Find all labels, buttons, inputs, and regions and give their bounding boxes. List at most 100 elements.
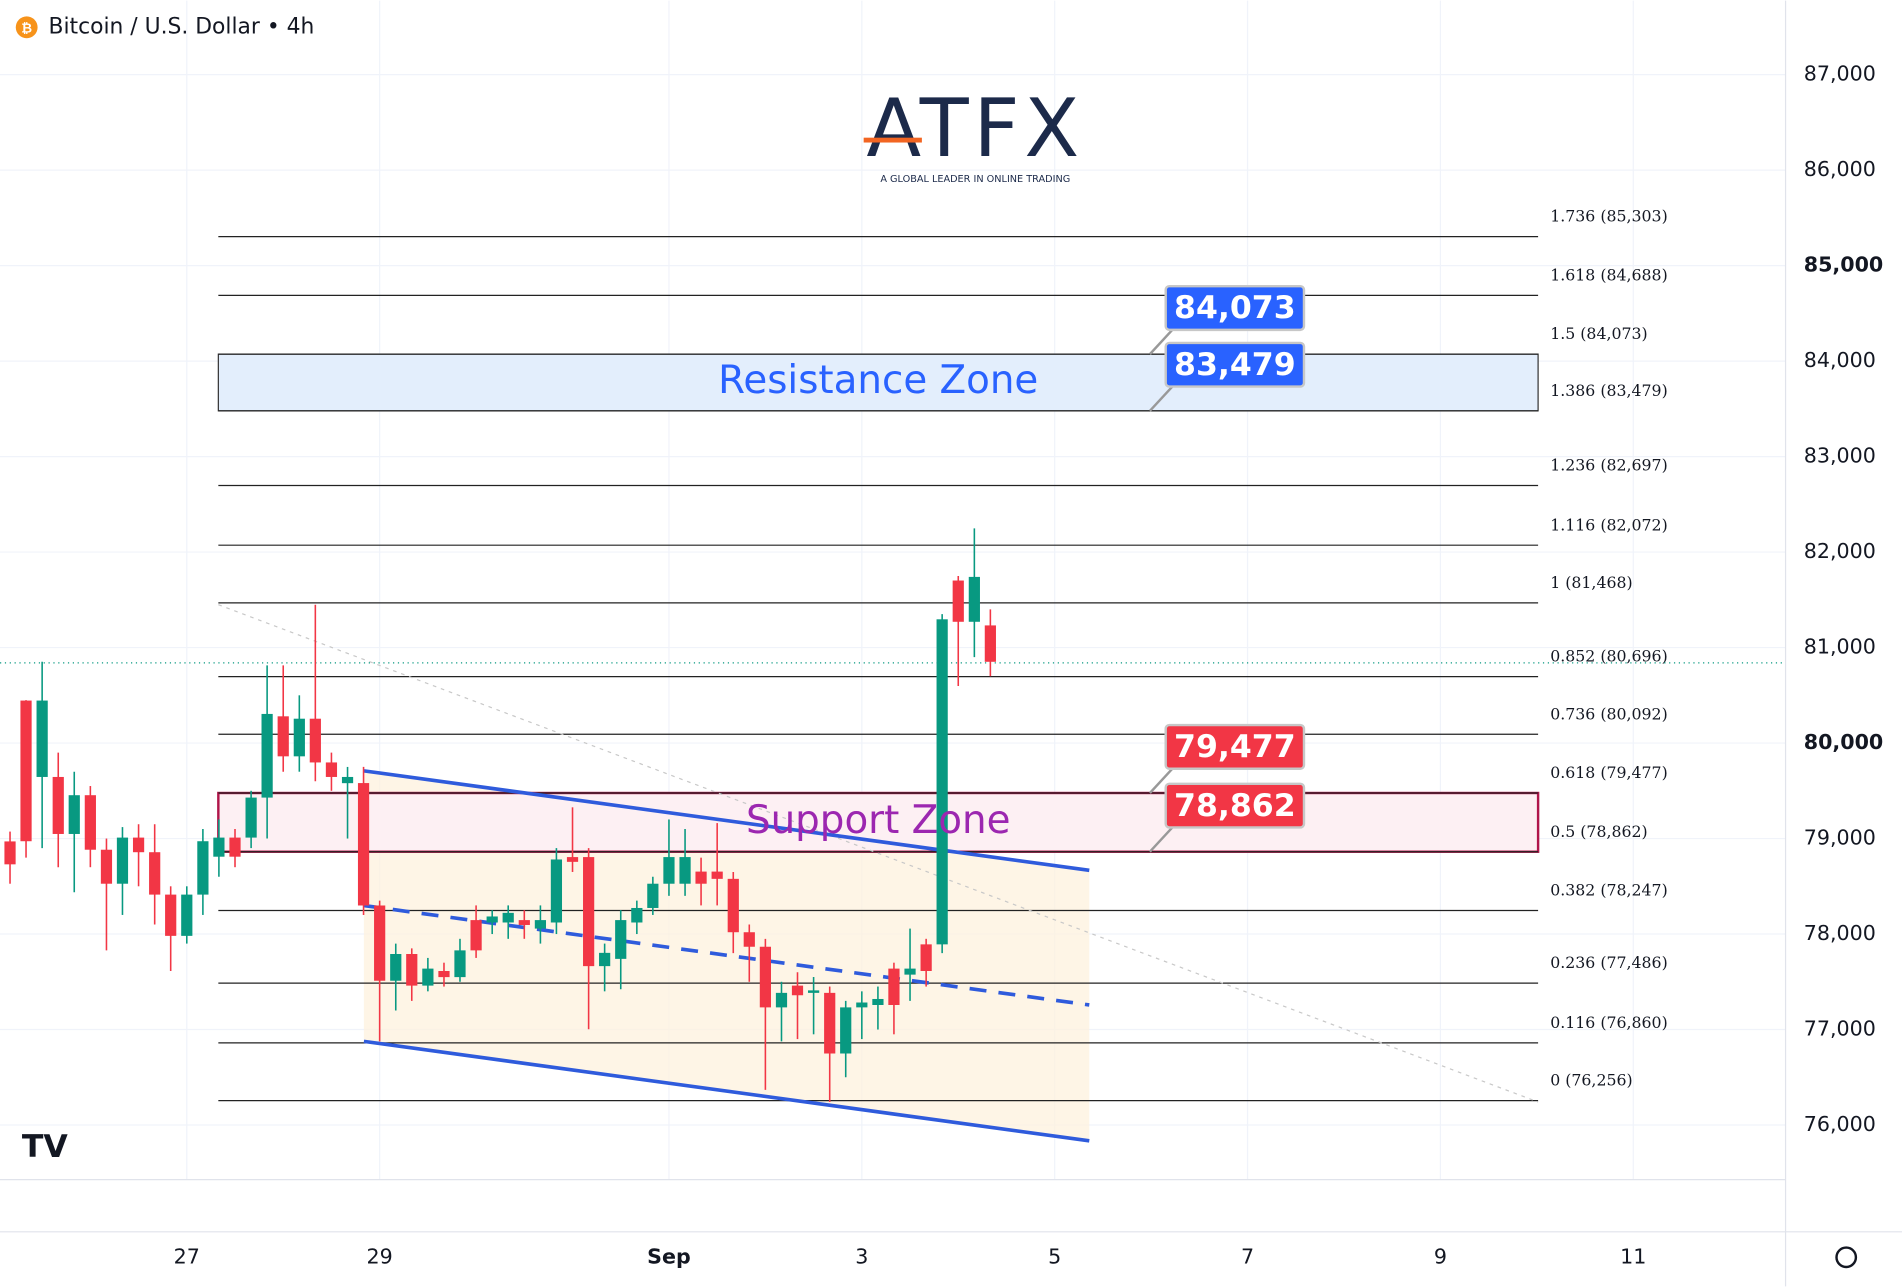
candle-body — [261, 713, 273, 798]
candle-body — [647, 883, 659, 908]
y-tick-label: 80,000 — [1804, 730, 1884, 754]
fib-label: 1.618 (84,688) — [1550, 265, 1668, 284]
candle-body — [502, 912, 514, 923]
candle-body — [454, 950, 466, 978]
coin-icon — [15, 16, 38, 39]
candle-body — [743, 932, 755, 947]
x-tick-label: 5 — [1048, 1244, 1061, 1268]
candle-body — [357, 783, 370, 906]
zone-label: Resistance Zone — [718, 358, 1038, 403]
candle-body — [229, 837, 241, 857]
tag-label: 83,479 — [1174, 347, 1296, 383]
fib-levels: 1.736 (85,303) 1.618 (84,688) 1.5 (84,073)… — [218, 207, 1668, 1102]
candle-body — [325, 762, 338, 777]
x-tick-label: Sep — [647, 1244, 691, 1268]
tag-label: 78,862 — [1174, 788, 1296, 824]
tag-box — [1164, 782, 1306, 829]
candle-body — [132, 837, 145, 853]
candle-body — [583, 857, 595, 967]
candle-body — [679, 857, 691, 884]
x-tick-label: 27 — [174, 1244, 200, 1268]
chart-title: Bitcoin / U.S. Dollar • 4h — [49, 14, 315, 39]
fib-label: 1.236 (82,697) — [1550, 456, 1668, 475]
y-tick-label: 84,000 — [1804, 348, 1876, 372]
candle-body — [374, 905, 386, 981]
candle-body — [181, 894, 193, 936]
candle-body — [615, 920, 627, 959]
y-tick-label: 79,000 — [1804, 826, 1876, 850]
tv-logo: TV — [22, 1129, 68, 1165]
candle-body — [952, 580, 964, 622]
candle-body — [213, 837, 225, 857]
candle-body — [808, 990, 820, 993]
candle-body — [438, 970, 450, 978]
candle-body — [984, 625, 996, 662]
candle-body — [711, 871, 723, 879]
settings-icon[interactable] — [1835, 1246, 1858, 1269]
candle-body — [550, 859, 563, 923]
candle-body — [341, 776, 354, 784]
channel-lower — [363, 1039, 1090, 1143]
candle-body — [100, 849, 113, 884]
y-tick-label: 83,000 — [1804, 444, 1876, 468]
candle-body — [197, 841, 209, 895]
candle-body — [309, 718, 321, 763]
tag-label: 79,477 — [1174, 729, 1296, 765]
zone-label: Support Zone — [746, 798, 1010, 843]
channel-upper — [363, 769, 1090, 873]
candle-body — [293, 718, 305, 757]
candle-body — [245, 797, 257, 838]
candle-body — [824, 992, 836, 1054]
candle-body — [566, 857, 579, 862]
tag-box — [1164, 341, 1306, 388]
y-tick-label: 78,000 — [1804, 921, 1876, 945]
candle-body — [759, 946, 771, 1008]
candle-body — [470, 920, 482, 951]
candle-body — [936, 619, 948, 945]
fib-label: 0.618 (79,477) — [1550, 763, 1668, 782]
candle-body — [840, 1007, 852, 1054]
tag-label: 84,073 — [1174, 290, 1296, 326]
y-tick-label: 85,000 — [1804, 253, 1884, 277]
candle-body — [518, 920, 530, 925]
fib-label: 1.736 (85,303) — [1550, 207, 1668, 226]
candle-body — [486, 916, 498, 923]
fib-label: 0 (76,256) — [1550, 1071, 1632, 1090]
candle-body — [406, 954, 418, 986]
candle-body — [165, 894, 177, 936]
fib-label: 0.382 (78,247) — [1550, 881, 1668, 900]
candle-body — [872, 998, 884, 1005]
y-tick-label: 81,000 — [1804, 635, 1876, 659]
x-tick-label: 7 — [1241, 1244, 1254, 1268]
trend-line — [218, 604, 1539, 1103]
y-tick-label: 86,000 — [1804, 157, 1876, 181]
y-tick-label: 76,000 — [1804, 1112, 1876, 1136]
candle-body — [116, 837, 129, 884]
x-tick-label: 29 — [367, 1244, 393, 1268]
y-tick-label: 87,000 — [1804, 62, 1876, 86]
candle-body — [888, 968, 900, 1005]
logo: ATFX — [866, 82, 1084, 175]
channel-mid — [363, 903, 1090, 1007]
candle-body — [631, 907, 643, 923]
x-tick-label: 3 — [855, 1244, 868, 1268]
candle-body — [277, 716, 289, 757]
fib-label: 0.736 (80,092) — [1550, 704, 1668, 723]
fib-label: 1.386 (83,479) — [1550, 381, 1668, 400]
tag-box — [1164, 284, 1306, 332]
candle-body — [36, 700, 48, 777]
y-tick-label: 82,000 — [1804, 539, 1876, 563]
y-tick-label: 77,000 — [1804, 1017, 1876, 1041]
candle-body — [422, 968, 434, 986]
coin-symbol: ₿ — [21, 22, 32, 37]
fib-label: 1 (81,468) — [1550, 573, 1632, 592]
tag-box — [1164, 723, 1306, 770]
axes: 76,000 77,000 78,000 79,000 80,000 81,000 82,0… — [174, 62, 1884, 1269]
candle-body — [791, 985, 804, 996]
candle-body — [856, 1002, 868, 1008]
candle-body — [68, 795, 80, 834]
fib-label: 1.116 (82,072) — [1550, 515, 1668, 534]
candle-body — [20, 700, 32, 842]
